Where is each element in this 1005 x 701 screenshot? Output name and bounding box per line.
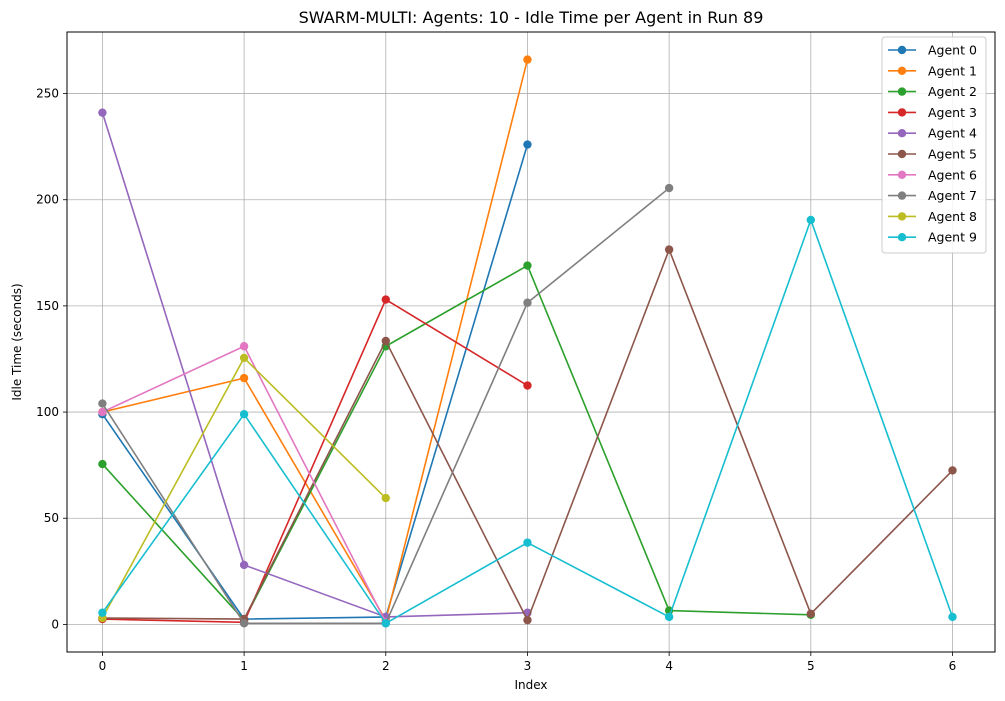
- legend-label: Agent 9: [928, 230, 977, 245]
- y-tick-label: 0: [51, 617, 59, 631]
- legend-label: Agent 6: [928, 167, 977, 182]
- data-point: [948, 612, 957, 622]
- data-point: [98, 608, 107, 617]
- legend-item: Agent 1: [888, 63, 977, 78]
- series-line: [102, 298, 528, 624]
- legend-item: Agent 4: [888, 126, 977, 141]
- data-point: [98, 108, 107, 117]
- legend: Agent 0 Agent 1 Agent 2 Agent 3 Agent 4 Agent…: [881, 36, 987, 254]
- x-tick-label: 0: [99, 659, 107, 673]
- x-tick-label: 1: [240, 659, 248, 673]
- data-point: [239, 342, 249, 351]
- data-point: [98, 407, 107, 417]
- data-point: [523, 381, 532, 390]
- data-point: [664, 183, 674, 193]
- data-point: [523, 140, 532, 149]
- legend-label: Agent 3: [928, 105, 977, 120]
- data-point: [664, 245, 674, 254]
- data-point: [664, 612, 674, 622]
- data-point: [239, 619, 249, 628]
- data-point: [381, 493, 390, 503]
- grid: [67, 32, 995, 652]
- data-point: [523, 538, 532, 547]
- series-line: [101, 112, 528, 618]
- legend-item: Agent 6: [888, 167, 977, 182]
- legend-swatch-marker: [897, 66, 907, 76]
- data-point: [98, 399, 107, 408]
- legend-swatch-marker: [897, 87, 907, 96]
- series-line: [101, 264, 811, 621]
- data-point: [381, 619, 390, 628]
- data-point: [239, 373, 249, 383]
- legend-swatch-marker: [897, 45, 907, 55]
- data-point: [948, 466, 957, 475]
- legend-swatch-marker: [897, 108, 907, 117]
- x-tick-label: 3: [524, 659, 532, 673]
- legend-label: Agent 7: [928, 188, 977, 203]
- data-point: [806, 215, 816, 225]
- ticks: 0 1 2 3 4 5 6 0 50 100 150 200 250: [36, 87, 956, 673]
- legend-label: Agent 4: [928, 126, 977, 141]
- y-tick-label: 200: [36, 193, 59, 207]
- legend-item: Agent 0: [888, 43, 977, 58]
- data-point: [523, 261, 532, 270]
- data-point: [239, 353, 249, 363]
- legend-item: Agent 8: [888, 209, 977, 224]
- x-tick-label: 2: [382, 659, 390, 673]
- x-tick-label: 4: [665, 659, 673, 673]
- legend-item: Agent 5: [888, 147, 977, 162]
- x-tick-label: 5: [807, 659, 815, 673]
- chart-title: SWARM-MULTI: Agents: 10 - Idle Time per …: [299, 8, 764, 27]
- y-tick-label: 100: [36, 405, 59, 419]
- legend-label: Agent 8: [928, 209, 977, 224]
- series-line: [102, 59, 529, 621]
- legend-swatch-marker: [897, 129, 907, 138]
- series-line: [101, 144, 529, 620]
- legend-swatch-marker: [897, 212, 907, 221]
- data-point: [806, 609, 816, 618]
- legend-swatch-marker: [897, 170, 907, 179]
- legend-swatch-marker: [897, 233, 907, 242]
- legend-item: Agent 3: [888, 105, 977, 120]
- plot-frame: [66, 31, 996, 653]
- legend-label: Agent 1: [928, 63, 977, 78]
- y-tick-label: 250: [36, 87, 59, 101]
- legend-swatch-marker: [897, 149, 907, 159]
- data-point: [381, 336, 390, 346]
- data-point: [523, 615, 532, 625]
- legend-label: Agent 5: [928, 147, 977, 162]
- data-point: [523, 55, 532, 64]
- y-axis-label: Idle Time (seconds): [10, 283, 24, 400]
- series-layer: [98, 55, 957, 628]
- x-tick-label: 6: [949, 659, 957, 673]
- data-point: [381, 295, 390, 304]
- x-axis-label: Index: [514, 678, 547, 692]
- legend-swatch-marker: [897, 191, 907, 200]
- data-point: [239, 560, 249, 570]
- series-agent-9: [98, 215, 957, 628]
- legend-label: Agent 0: [928, 43, 977, 58]
- legend-item: Agent 2: [888, 84, 977, 99]
- y-tick-label: 50: [44, 511, 59, 525]
- legend-item: Agent 9: [888, 230, 977, 245]
- data-point: [98, 459, 107, 469]
- legend-item: Agent 7: [888, 188, 977, 203]
- data-point: [523, 298, 532, 307]
- y-tick-label: 150: [36, 299, 59, 313]
- series-agent-4: [98, 108, 532, 622]
- data-point: [239, 409, 249, 419]
- legend-label: Agent 2: [928, 84, 977, 99]
